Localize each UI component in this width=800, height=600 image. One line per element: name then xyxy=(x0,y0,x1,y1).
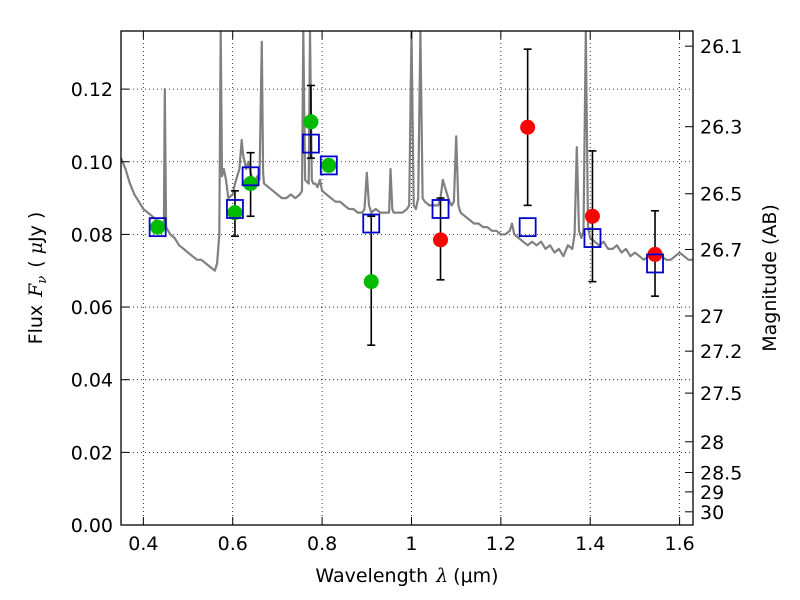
model-photometry-square xyxy=(319,155,338,176)
x-tick-label: 0.4 xyxy=(128,533,158,555)
model-photometry-square xyxy=(431,199,450,219)
y-tick-label: 0.10 xyxy=(71,152,113,174)
observed-point xyxy=(584,208,600,224)
x-tick-label: 0.6 xyxy=(218,533,248,555)
model-photometry-square xyxy=(241,166,260,187)
observed-point xyxy=(227,205,243,221)
right-tick-label: 27 xyxy=(700,306,724,328)
right-tick-label: 26.5 xyxy=(700,184,742,206)
right-tick-label: 27.2 xyxy=(700,341,742,363)
spectrum-line xyxy=(121,31,693,272)
y-tick-label: 0.08 xyxy=(71,224,113,246)
spectrum-layer xyxy=(121,31,693,272)
model-photometry-square xyxy=(646,253,664,274)
model-photometry-square xyxy=(583,228,602,248)
x-axis-title: Wavelength λ (μm) xyxy=(315,565,498,587)
model-photometry-square xyxy=(518,217,537,238)
model-photometry-square xyxy=(226,199,244,219)
right-tick-label: 26.7 xyxy=(700,239,742,261)
right-tick-label: 30 xyxy=(700,502,724,524)
x-tick-label: 0.8 xyxy=(307,533,337,555)
observed-point xyxy=(363,274,379,290)
observed-point xyxy=(243,176,259,192)
y-axis-title: FluxFν( μJy ) xyxy=(25,212,50,345)
observed-point xyxy=(520,119,536,135)
observed-point xyxy=(433,232,449,248)
right-tick-label: 28 xyxy=(700,432,724,454)
right-tick-label: 29 xyxy=(700,482,724,504)
x-tick-label: 1.6 xyxy=(664,533,694,555)
right-axis-title: Magnitude (AB) xyxy=(759,204,781,352)
y-tick-label: 0.04 xyxy=(71,370,113,392)
axis-ticks: 0.4 0.6 0.8 1 1.2 1.4 1.6 0.00 0.02 0.04 0.06 0.08 0… xyxy=(71,31,742,555)
right-tick-label: 26.1 xyxy=(700,36,742,58)
y-tick-label: 0.12 xyxy=(71,79,113,101)
right-tick-label: 26.3 xyxy=(700,117,742,139)
y-tick-label: 0.02 xyxy=(71,442,113,464)
model-photometry-square xyxy=(362,213,381,234)
markers-layer xyxy=(148,48,664,346)
right-tick-label: 27.5 xyxy=(700,383,742,405)
x-tick-label: 1.2 xyxy=(486,533,516,555)
y-tick-label: 0.00 xyxy=(71,515,113,537)
observed-point xyxy=(150,219,166,235)
plot-frame xyxy=(120,30,694,526)
model-photometry-square xyxy=(148,217,167,238)
observed-point xyxy=(321,157,337,173)
right-tick-label: 28.5 xyxy=(700,462,742,484)
model-photometry-square xyxy=(302,133,320,154)
observed-point xyxy=(303,114,319,130)
x-tick-label: 1.4 xyxy=(575,533,605,555)
x-tick-label: 1 xyxy=(405,533,417,555)
y-tick-label: 0.06 xyxy=(71,297,113,319)
